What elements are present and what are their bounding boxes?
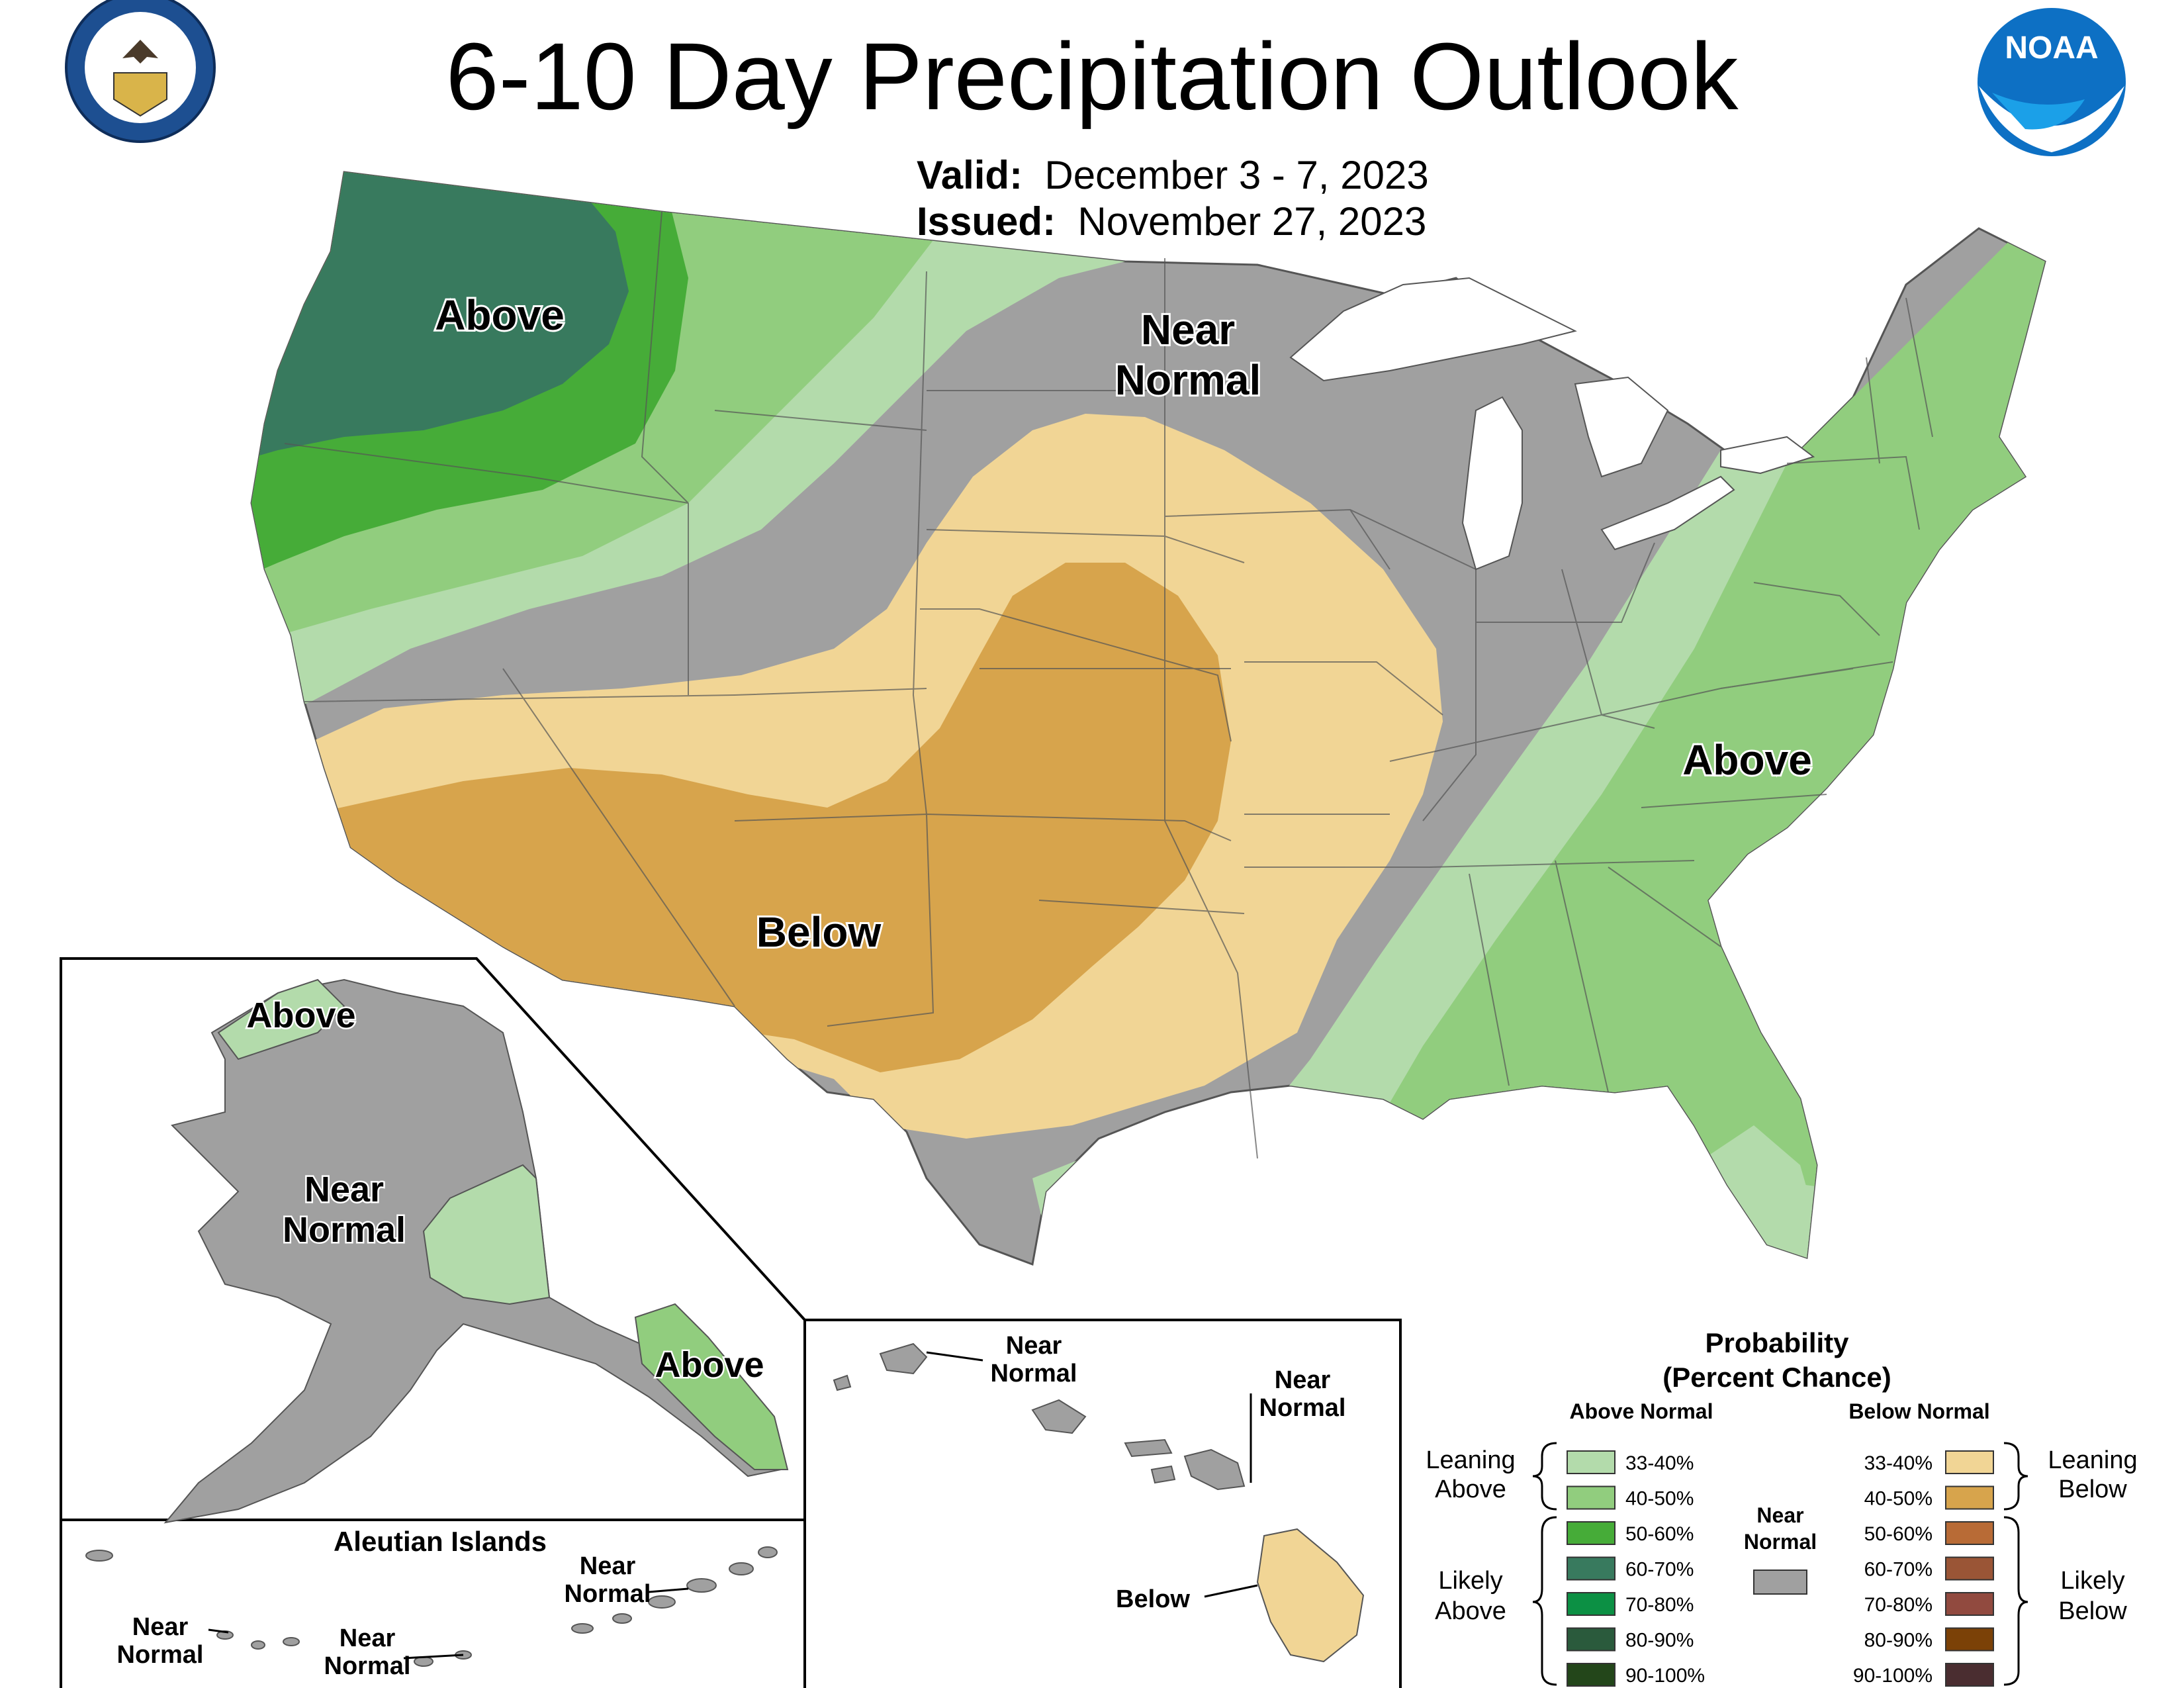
legend-above-bin-swatch: [1567, 1450, 1615, 1474]
legend-leaning-below-1: Leaning: [2048, 1446, 2137, 1474]
small-inset-labels: Aleutian Islands Near Normal Near Normal…: [117, 1332, 1346, 1680]
label-hawaii-near-a2: Normal: [991, 1360, 1077, 1387]
legend-leaning-below-2: Below: [2058, 1476, 2127, 1503]
legend-above-bin-label: 40-50%: [1625, 1488, 1694, 1510]
label-aleutian-near-b1: Near: [340, 1624, 396, 1652]
label-aleutian-near-a2: Normal: [117, 1641, 204, 1669]
legend-above-bin-label: 90-100%: [1625, 1665, 1705, 1687]
legend-above-bin-label: 33-40%: [1625, 1452, 1694, 1474]
issued-line: Issued: November 27, 2023: [917, 202, 1426, 242]
legend-above-bin-swatch: [1567, 1521, 1615, 1545]
legend-above-bin-label: 70-80%: [1625, 1594, 1694, 1616]
inset-region-labels: Above Near Normal Above: [245, 994, 766, 1387]
valid-dates: December 3 - 7, 2023: [1044, 153, 1429, 197]
legend-title-1: Probability: [1705, 1327, 1849, 1358]
issued-label: Issued:: [917, 199, 1056, 244]
legend-below-bin-swatch: [1945, 1485, 1994, 1510]
label-aleutian-near-c1: Near: [580, 1552, 636, 1580]
alaska-above-33-40-north: [217, 978, 345, 1060]
legend-below-bins: 33-40% 40-50% 50-60% 60-70% 70-80% 80-90% 90-1…: [1853, 1450, 1994, 1687]
lake-superior: [1289, 277, 1577, 382]
legend-above-bin-swatch: [1567, 1485, 1615, 1510]
legend-leaning-above-1: Leaning: [1426, 1446, 1515, 1474]
lake-ontario: [1720, 436, 1815, 475]
label-alaska-above-se: Above: [655, 1345, 764, 1385]
legend-below-bin-label: 50-60%: [1864, 1523, 1933, 1545]
legend-above-bin-swatch: [1567, 1627, 1615, 1652]
label-conus-near-2: Normal: [1115, 356, 1261, 404]
lake-michigan: [1461, 396, 1523, 571]
legend-below-bin-label: 90-100%: [1853, 1665, 1933, 1687]
legend-below-bin-swatch: [1945, 1450, 1994, 1474]
legend-above-bin-swatch: [1567, 1556, 1615, 1581]
label-conus-near-1: Near: [1141, 306, 1235, 353]
commerce-seal-icon: [65, 0, 216, 143]
legend-above-header: Above Normal: [1570, 1399, 1713, 1423]
noaa-logo-text: NOAA: [2005, 30, 2098, 66]
legend: Probability (Percent Chance) Above Norma…: [1426, 1327, 2138, 1687]
legend-below-bin-label: 70-80%: [1864, 1594, 1933, 1616]
hawaii-leader-lines: [926, 1351, 1258, 1598]
map-region-labels: Above Near Normal Above Below: [433, 289, 1814, 958]
label-alaska-above-n: Above: [246, 996, 355, 1035]
aleutian-leader-lines: [208, 1587, 689, 1660]
legend-below-header: Below Normal: [1848, 1399, 1989, 1423]
valid-line: Valid: December 3 - 7, 2023: [917, 156, 1429, 195]
label-hawaii-below: Below: [1116, 1585, 1190, 1613]
legend-near-1: Near: [1756, 1503, 1803, 1527]
lake-erie: [1600, 475, 1735, 551]
valid-label: Valid:: [917, 153, 1023, 197]
label-aleutian-title: Aleutian Islands: [334, 1526, 547, 1557]
legend-below-bin-swatch: [1945, 1592, 1994, 1616]
legend-above-bins: 33-40% 40-50% 50-60% 60-70% 70-80% 80-90% 90-1…: [1567, 1450, 1705, 1687]
state-boundaries: [284, 211, 1933, 1159]
label-hawaii-near-b2: Normal: [1259, 1394, 1346, 1422]
legend-below-bin-label: 60-70%: [1864, 1559, 1933, 1581]
label-conus-above-nw: Above: [435, 291, 565, 339]
legend-above-bin-swatch: [1567, 1663, 1615, 1687]
alaska-above-33-40-east: [422, 1164, 551, 1305]
legend-likely-below-1: Likely: [2060, 1567, 2124, 1595]
legend-leaning-above-2: Above: [1435, 1476, 1506, 1503]
legend-below-bin-swatch: [1945, 1556, 1994, 1581]
legend-likely-below-2: Below: [2058, 1597, 2127, 1625]
region-below-40-50: [311, 563, 1231, 1072]
legend-below-bin-label: 80-90%: [1864, 1630, 1933, 1652]
legend-above-bin-label: 80-90%: [1625, 1630, 1694, 1652]
hawaii-islands: [833, 1342, 1365, 1663]
legend-title-2: (Percent Chance): [1662, 1362, 1891, 1393]
label-conus-above-se: Above: [1682, 736, 1812, 784]
legend-near-2: Normal: [1744, 1530, 1817, 1554]
label-aleutian-near-c2: Normal: [565, 1580, 651, 1608]
legend-near-swatch: [1753, 1570, 1807, 1595]
legend-likely-above-2: Above: [1435, 1597, 1506, 1625]
legend-below-bin-label: 33-40%: [1864, 1452, 1933, 1474]
label-alaska-near-2: Normal: [283, 1210, 406, 1250]
legend-above-bin-swatch: [1567, 1592, 1615, 1616]
legend-above-bin-label: 50-60%: [1625, 1523, 1694, 1545]
page-title: 6-10 Day Precipitation Outlook: [445, 23, 1739, 130]
legend-below-bin-swatch: [1945, 1521, 1994, 1545]
legend-below-bin-label: 40-50%: [1864, 1488, 1933, 1510]
legend-below-bin-swatch: [1945, 1663, 1994, 1687]
legend-below-bin-swatch: [1945, 1627, 1994, 1652]
legend-likely-above-1: Likely: [1438, 1567, 1502, 1595]
lake-huron: [1574, 376, 1669, 478]
alaska-above-40-50-panhandle: [634, 1303, 789, 1470]
label-hawaii-near-a1: Near: [1006, 1332, 1062, 1360]
label-alaska-near-1: Near: [304, 1170, 384, 1209]
legend-braces: [1532, 1442, 2028, 1686]
label-conus-below: Below: [756, 908, 882, 956]
label-hawaii-near-b1: Near: [1275, 1366, 1331, 1394]
label-aleutian-near-b2: Normal: [324, 1652, 411, 1680]
label-aleutian-near-a1: Near: [132, 1613, 189, 1641]
issued-date: November 27, 2023: [1077, 199, 1427, 244]
legend-above-bin-label: 60-70%: [1625, 1559, 1694, 1581]
aleutian-islands: [85, 1546, 778, 1667]
noaa-logo-icon: NOAA: [1978, 8, 2126, 156]
